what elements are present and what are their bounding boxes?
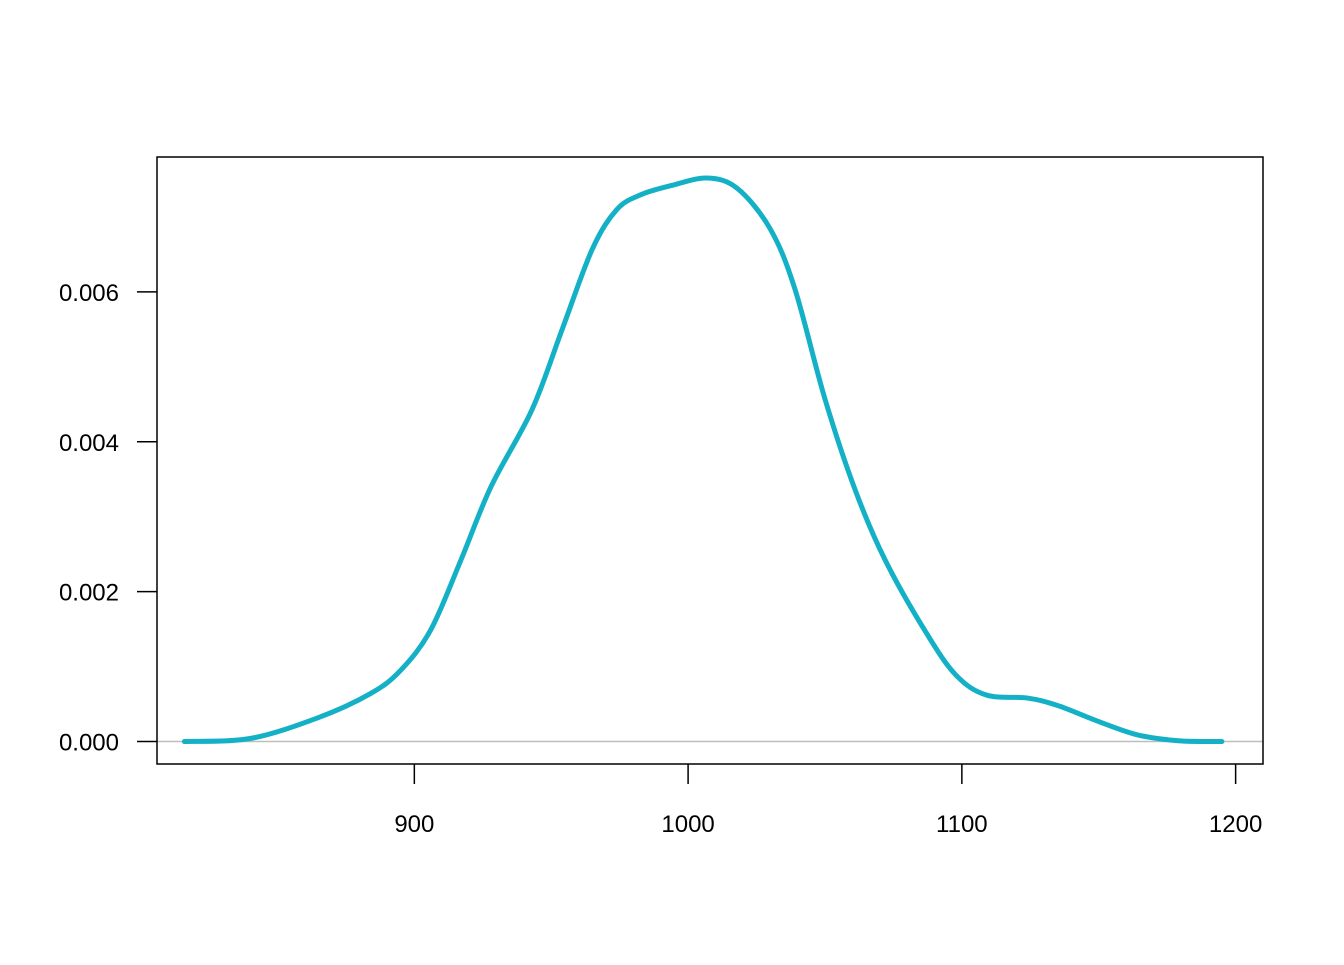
x-tick-label: 1000: [661, 811, 714, 838]
x-tick-label: 1200: [1209, 811, 1262, 838]
y-tick-label: 0.000: [59, 730, 119, 757]
x-tick-label: 1100: [936, 811, 988, 838]
x-tick-label: 900: [394, 811, 434, 838]
y-axis: 0.000 0.002 0.004 0.006: [59, 280, 157, 757]
density-curve: [181, 175, 1225, 745]
plot-frame: [156, 156, 1264, 765]
y-tick-label: 0.004: [59, 430, 119, 457]
y-tick-label: 0.002: [59, 580, 119, 607]
y-tick-label: 0.006: [59, 280, 119, 307]
x-axis: 900 1000 1100 1200: [394, 764, 1262, 838]
